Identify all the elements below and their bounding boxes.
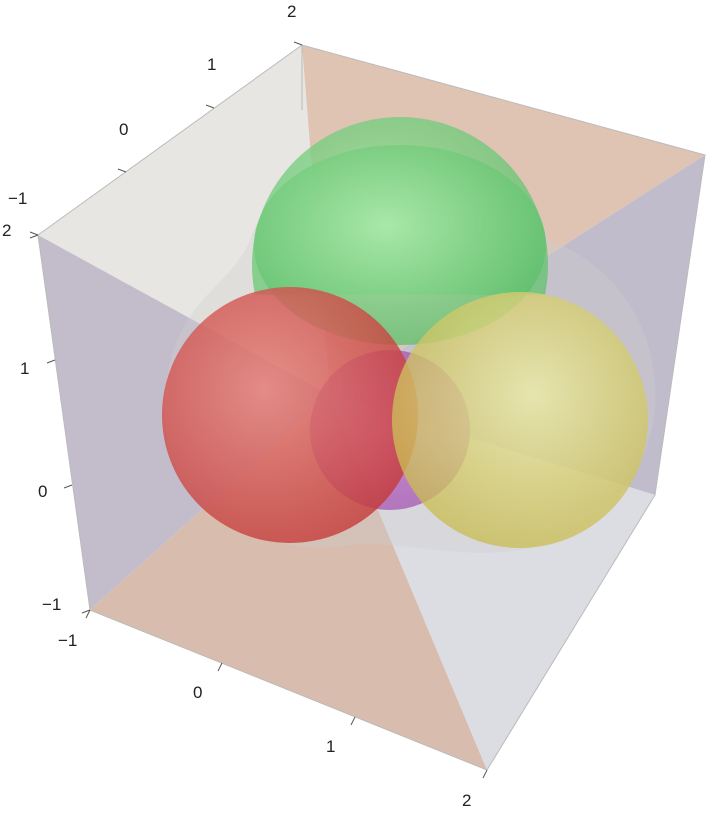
- bottom-axis-tick-label: −1: [58, 631, 77, 650]
- yellow-sphere: [392, 292, 648, 548]
- top-axis-tick-label: 1: [207, 55, 216, 74]
- bottom-axis-tick-label: 2: [462, 791, 471, 810]
- red-sphere: [162, 287, 418, 543]
- bottom-axis-tick-label: 0: [193, 683, 202, 702]
- top-axis-tick-label: 2: [287, 2, 296, 21]
- floor-left: [90, 395, 487, 770]
- bottom-axis-tick-label: 1: [326, 737, 335, 756]
- left-axis-tick-label: 0: [38, 482, 47, 501]
- top-axis-tick-label: −1: [8, 189, 27, 208]
- top-axis-tick-label: 0: [119, 120, 128, 139]
- left-axis-tick-label: 1: [20, 359, 29, 378]
- axis-ticks: [29, 41, 488, 779]
- left-axis-tick-label: 2: [2, 221, 11, 240]
- left-axis-tick-label: −1: [42, 595, 61, 614]
- surface-group: [162, 117, 656, 553]
